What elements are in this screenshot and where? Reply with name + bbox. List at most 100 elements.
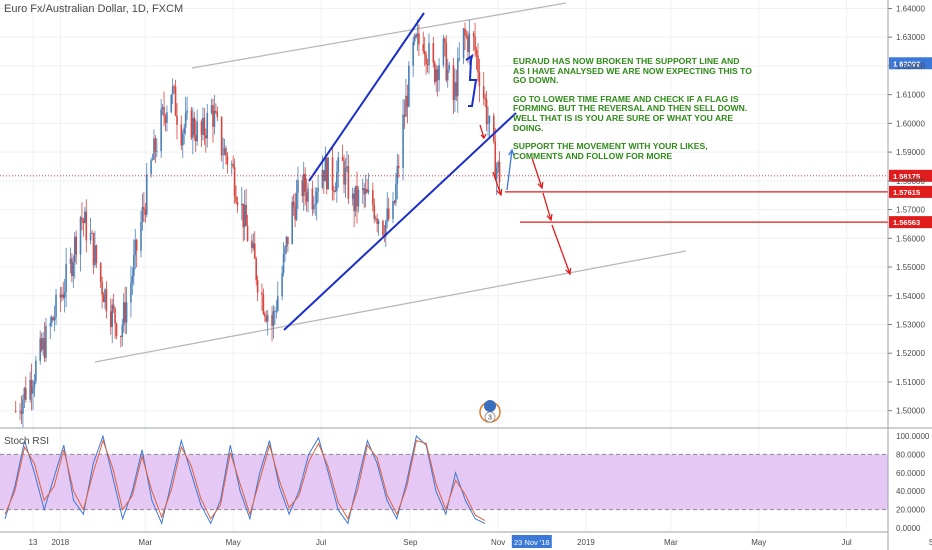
candle-body <box>321 170 324 188</box>
candle-body <box>452 64 455 101</box>
candle-body <box>291 201 293 245</box>
candle-body <box>232 164 234 168</box>
candle-body <box>181 133 184 146</box>
time-tick-label: Sep <box>403 538 418 547</box>
candle-body <box>444 38 446 43</box>
candle-body <box>122 302 125 326</box>
move-arrow-1 <box>492 171 502 196</box>
rsi-band-fill <box>0 454 888 510</box>
candle-body <box>120 336 122 337</box>
candle-body <box>354 185 357 212</box>
candle-body <box>392 201 394 219</box>
candle-body <box>357 189 360 207</box>
candle-body <box>59 294 62 298</box>
candle-body <box>385 221 387 237</box>
price-tick-label: 1.57000 <box>896 206 925 215</box>
candle-body <box>50 317 53 324</box>
candle-body <box>111 304 113 328</box>
candle-body <box>141 207 144 223</box>
price-tick-label: 1.63000 <box>896 33 925 42</box>
candle-body <box>206 112 209 139</box>
candle-body <box>472 33 475 37</box>
candle-body <box>246 225 249 241</box>
candle-body <box>121 325 124 337</box>
candle-body <box>344 168 347 185</box>
time-tick-label: May <box>226 538 241 547</box>
candle-body <box>325 157 328 190</box>
move-arrow-2 <box>531 157 543 189</box>
price-tick-label: 1.52000 <box>896 349 925 358</box>
level-label: 1.56563 <box>893 218 920 227</box>
candle-body <box>223 148 226 155</box>
candle-body <box>343 160 345 185</box>
candle-body <box>297 180 299 193</box>
candle-body <box>315 191 318 205</box>
candle-body <box>366 189 368 193</box>
candle-body <box>367 190 370 193</box>
candle-body <box>295 192 298 220</box>
candle-body <box>115 323 118 337</box>
candle-body <box>271 315 273 326</box>
candle-body <box>166 112 168 123</box>
price-levels: 1.62092 1.58175 1.57615 1.56563 <box>0 57 932 229</box>
candle-body <box>42 338 44 350</box>
time-tick-label: Sep <box>929 538 932 547</box>
annotation-paragraph: SUPPORT THE MOVEMENT WITH YOUR LIKES, CO… <box>513 141 708 161</box>
annotation-paragraph: GO TO LOWER TIME FRAME AND CHECK IF A FL… <box>513 93 748 133</box>
candle-body <box>35 360 37 382</box>
candle-body <box>442 38 445 66</box>
time-tick-label: 2019 <box>577 538 595 547</box>
candle-body <box>151 159 154 161</box>
candle-body <box>176 115 178 125</box>
candle-body <box>412 41 414 66</box>
candle-body <box>213 110 216 127</box>
channel-lower <box>94 250 687 363</box>
candle-body <box>190 110 193 138</box>
candle-body <box>73 236 76 263</box>
time-tick-label: 2018 <box>51 538 69 547</box>
candle-body <box>61 294 63 298</box>
candle-body <box>193 117 196 136</box>
candle-body <box>104 289 106 303</box>
candle-body <box>284 246 286 255</box>
move-arrow-1-head <box>496 188 503 197</box>
analysis-annotation[interactable]: EURAUD HAS NOW BROKEN THE SUPPORT LINE A… <box>513 56 753 170</box>
candle-body <box>428 43 430 66</box>
price-tick-label: 1.60000 <box>896 119 925 128</box>
level-label: 1.57615 <box>893 188 920 197</box>
candle-body <box>402 114 404 168</box>
move-arrow-4 <box>551 224 571 275</box>
candle-body <box>256 279 259 293</box>
candle-body <box>153 138 155 160</box>
candle-body <box>477 55 479 73</box>
rsi-tick-label: 60.0000 <box>896 469 925 478</box>
candle-body <box>336 172 338 191</box>
candle-body <box>475 50 478 56</box>
candle-body <box>422 44 425 52</box>
break-arrow-head <box>480 133 487 140</box>
candle-body <box>150 160 152 175</box>
support-trendline <box>283 112 517 331</box>
candles <box>14 19 501 428</box>
level-label-bg <box>889 57 932 70</box>
candle-body <box>145 174 148 215</box>
candle-body <box>216 112 219 117</box>
candle-body <box>72 262 75 277</box>
candle-body <box>180 124 183 146</box>
stoch-rsi-lines <box>4 434 486 525</box>
price-tick-label: 1.50000 <box>896 407 925 416</box>
candle-body <box>498 161 501 183</box>
candle-body <box>374 218 377 220</box>
candle-body <box>333 190 335 192</box>
candle-body <box>363 188 365 195</box>
candle-body <box>154 138 157 152</box>
candle-body <box>485 99 488 125</box>
candle-body <box>71 258 73 277</box>
grid <box>0 0 888 530</box>
candle-body <box>143 207 145 210</box>
candle-body <box>372 190 374 205</box>
candle-body <box>433 62 436 82</box>
candle-body <box>242 203 245 228</box>
candle-body <box>186 110 188 114</box>
